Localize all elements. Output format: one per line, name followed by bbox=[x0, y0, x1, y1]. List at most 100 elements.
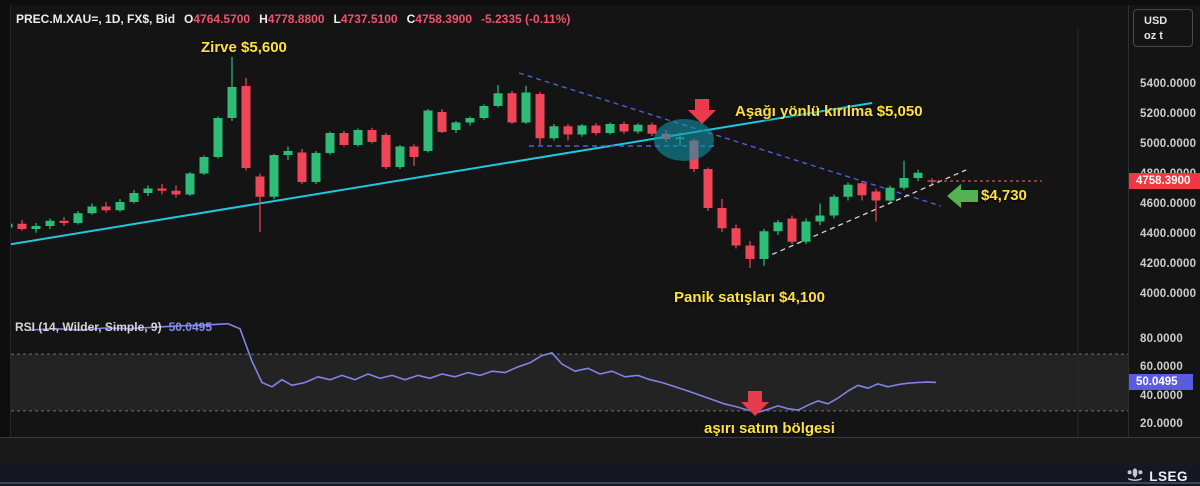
candle-body bbox=[59, 220, 69, 223]
candle-body bbox=[591, 125, 601, 133]
lseg-logo-text: LSEG bbox=[1149, 468, 1188, 484]
symbol-label: PREC.M.XAU=, 1D, FX$, Bid bbox=[16, 12, 176, 26]
candle-body bbox=[759, 231, 769, 259]
last-price-badge: 4758.3900 bbox=[1129, 173, 1200, 189]
candle-body bbox=[101, 206, 111, 211]
candle-body bbox=[843, 184, 853, 197]
price-tick-label: 5000.0000 bbox=[1140, 138, 1197, 150]
annotation-support-price: $4,730 bbox=[981, 187, 1027, 204]
rsi-tick-label: 60.0000 bbox=[1140, 361, 1183, 374]
candle-body bbox=[577, 125, 587, 135]
candle-body bbox=[745, 245, 755, 259]
candle-body bbox=[507, 93, 517, 123]
candle-body bbox=[563, 126, 573, 135]
rsi-tick-label: 40.0000 bbox=[1140, 389, 1183, 402]
candle-body bbox=[815, 215, 825, 222]
annotation-panic-selling: Panik satışları $4,100 bbox=[674, 289, 825, 306]
support-trendline[interactable] bbox=[0, 102, 873, 247]
candle-body bbox=[787, 218, 797, 242]
unit-selector[interactable]: USD oz t bbox=[1133, 9, 1193, 47]
recovery-channel-line[interactable] bbox=[763, 169, 967, 259]
candle-body bbox=[381, 134, 391, 168]
candle-body bbox=[115, 202, 125, 211]
trendline-drawings[interactable] bbox=[0, 72, 1042, 259]
close-field: C4758.3900 bbox=[406, 12, 472, 26]
candle-body bbox=[157, 188, 167, 191]
rsi-indicator-header[interactable]: RSI (14, Wilder, Simple, 9) 50.0495 bbox=[15, 320, 212, 334]
top-frame bbox=[0, 0, 1200, 5]
price-tick-label: 5200.0000 bbox=[1140, 108, 1197, 120]
breakdown-highlight-ellipse bbox=[654, 119, 714, 161]
candle-body bbox=[465, 118, 475, 123]
candle-body bbox=[409, 146, 419, 157]
wedge-upper-line[interactable] bbox=[518, 72, 942, 207]
candle-body bbox=[199, 157, 209, 174]
candle-body bbox=[185, 173, 195, 195]
candle-body bbox=[521, 92, 531, 123]
annotation-oversold-zone: aşırı satım bölgesi bbox=[704, 420, 835, 437]
candle-body bbox=[703, 169, 713, 208]
time-axis[interactable]: 91623Feb91623Mar91623Apr91623 bbox=[0, 437, 1200, 465]
left-arrow-icon bbox=[947, 184, 978, 208]
candle-body bbox=[647, 124, 657, 134]
price-tick-label: 5400.0000 bbox=[1140, 78, 1197, 90]
candle-body bbox=[899, 178, 909, 188]
down-arrow-icon bbox=[741, 391, 769, 416]
candle-body bbox=[325, 133, 335, 153]
candle-body bbox=[311, 152, 321, 183]
price-tick-label: 4600.0000 bbox=[1140, 198, 1197, 210]
price-tick-label: 4200.0000 bbox=[1140, 258, 1197, 270]
candles-layer bbox=[3, 56, 937, 268]
candle-body bbox=[143, 188, 153, 193]
candle-body bbox=[493, 93, 503, 106]
bottom-edge bbox=[0, 482, 1200, 484]
candle-body bbox=[633, 124, 643, 132]
candle-body bbox=[297, 152, 307, 183]
candle-body bbox=[283, 151, 293, 156]
candle-body bbox=[451, 122, 461, 130]
candle-body bbox=[479, 106, 489, 118]
high-field: H4778.8800 bbox=[259, 12, 325, 26]
open-field: O4764.5700 bbox=[184, 12, 251, 26]
candle-body bbox=[535, 94, 545, 139]
unit-label: oz t bbox=[1144, 30, 1163, 42]
candle-body bbox=[801, 221, 811, 242]
rsi-polyline bbox=[29, 322, 937, 414]
candle-body bbox=[353, 130, 363, 145]
price-tick-label: 4000.0000 bbox=[1140, 288, 1197, 300]
candle-body bbox=[45, 220, 55, 226]
candle-body bbox=[367, 130, 377, 142]
instrument-header: PREC.M.XAU=, 1D, FX$, Bid O4764.5700 H47… bbox=[16, 12, 570, 26]
candle-body bbox=[717, 208, 727, 229]
rsi-band bbox=[11, 353, 1128, 412]
candle-body bbox=[927, 180, 937, 182]
rsi-current-value: 50.0495 bbox=[168, 320, 212, 334]
candle-body bbox=[423, 110, 433, 151]
candle-body bbox=[269, 155, 279, 197]
rsi-label: RSI (14, Wilder, Simple, 9) bbox=[15, 320, 162, 334]
candle-body bbox=[129, 193, 139, 202]
price-axis-border bbox=[1128, 5, 1129, 465]
candle-body bbox=[255, 176, 265, 197]
candle-body bbox=[871, 191, 881, 201]
candle-body bbox=[885, 187, 895, 201]
candle-body bbox=[213, 118, 223, 157]
annotation-breakdown: Aşağı yönlü kırılma $5,050 bbox=[735, 103, 923, 120]
candle-body bbox=[731, 228, 741, 246]
candle-body bbox=[829, 196, 839, 216]
lseg-branding: LSEG bbox=[1127, 467, 1188, 485]
candle-body bbox=[227, 86, 237, 118]
rsi-tick-label: 20.0000 bbox=[1140, 418, 1183, 430]
candle-body bbox=[87, 206, 97, 214]
candle-body bbox=[171, 190, 181, 195]
candle-body bbox=[605, 124, 615, 133]
price-tick-label: 4400.0000 bbox=[1140, 228, 1197, 240]
annotation-arrows bbox=[688, 99, 978, 416]
rsi-tick-label: 80.0000 bbox=[1140, 333, 1183, 345]
currency-label: USD bbox=[1144, 15, 1168, 27]
low-field: L4737.5100 bbox=[333, 12, 398, 26]
rsi-line bbox=[29, 322, 937, 414]
lseg-crest-icon bbox=[1127, 467, 1143, 485]
candle-body bbox=[241, 86, 251, 168]
